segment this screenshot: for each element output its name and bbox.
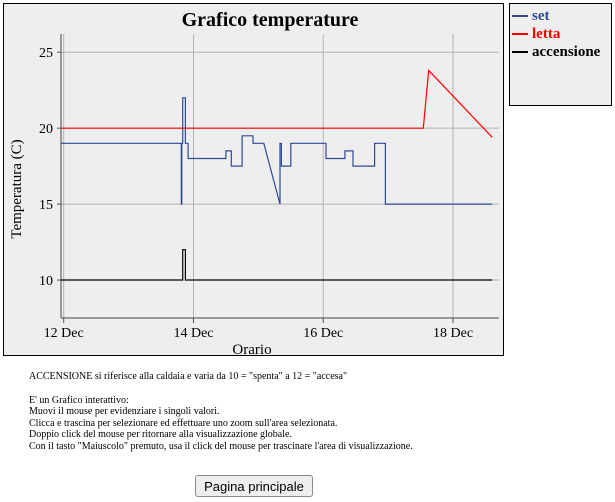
y-tick-label: 15 — [39, 198, 53, 213]
chart-notes: ACCENSIONE si riferisce alla caldaia e v… — [29, 371, 589, 452]
chart-legend: set letta accensione — [509, 3, 612, 106]
note-interactive-title: E' un Grafico interattivo: — [29, 394, 129, 406]
series-line-accensione — [61, 249, 493, 281]
y-tick-label: 10 — [39, 274, 53, 289]
x-tick-label: 14 Dec — [173, 326, 213, 341]
legend-swatch-letta — [512, 33, 528, 35]
note-hover: Muovi il mouse per evidenziare i singoli… — [29, 406, 220, 417]
legend-item-letta: letta — [512, 25, 612, 43]
x-tick-label: 16 Dec — [303, 326, 343, 341]
legend-label-accensione: accensione — [532, 44, 601, 60]
series-line-letta — [61, 69, 493, 138]
note-zoom: Clicca e trascina per selezionare ed eff… — [29, 417, 338, 429]
note-reset: Doppio click del mouse per ritornare all… — [29, 429, 292, 440]
legend-item-set: set — [512, 7, 612, 25]
series-line-set — [61, 97, 493, 205]
home-button[interactable]: Pagina principale — [195, 475, 313, 497]
x-axis-label: Orario — [232, 342, 271, 357]
note-pan: Con il tasto "Maiuscolo" premuto, usa il… — [29, 440, 413, 452]
legend-swatch-accensione — [512, 51, 528, 53]
note-accensione: ACCENSIONE si riferisce alla caldaia e v… — [29, 371, 348, 382]
chart-area[interactable]: Grafico temperature Temperatura (C) Orar… — [3, 3, 505, 357]
x-tick-label: 12 Dec — [44, 326, 84, 341]
y-axis-label: Temperatura (C) — [9, 139, 25, 238]
temperature-chart[interactable]: Grafico temperature Temperatura (C) Orar… — [4, 4, 505, 357]
x-tick-label: 18 Dec — [433, 326, 473, 341]
legend-item-accensione: accensione — [512, 43, 612, 61]
chart-title: Grafico temperature — [182, 9, 359, 31]
legend-label-set: set — [532, 8, 550, 24]
legend-swatch-set — [512, 15, 528, 17]
y-tick-label: 20 — [39, 122, 53, 137]
y-tick-label: 25 — [39, 46, 53, 61]
legend-label-letta: letta — [532, 26, 561, 42]
